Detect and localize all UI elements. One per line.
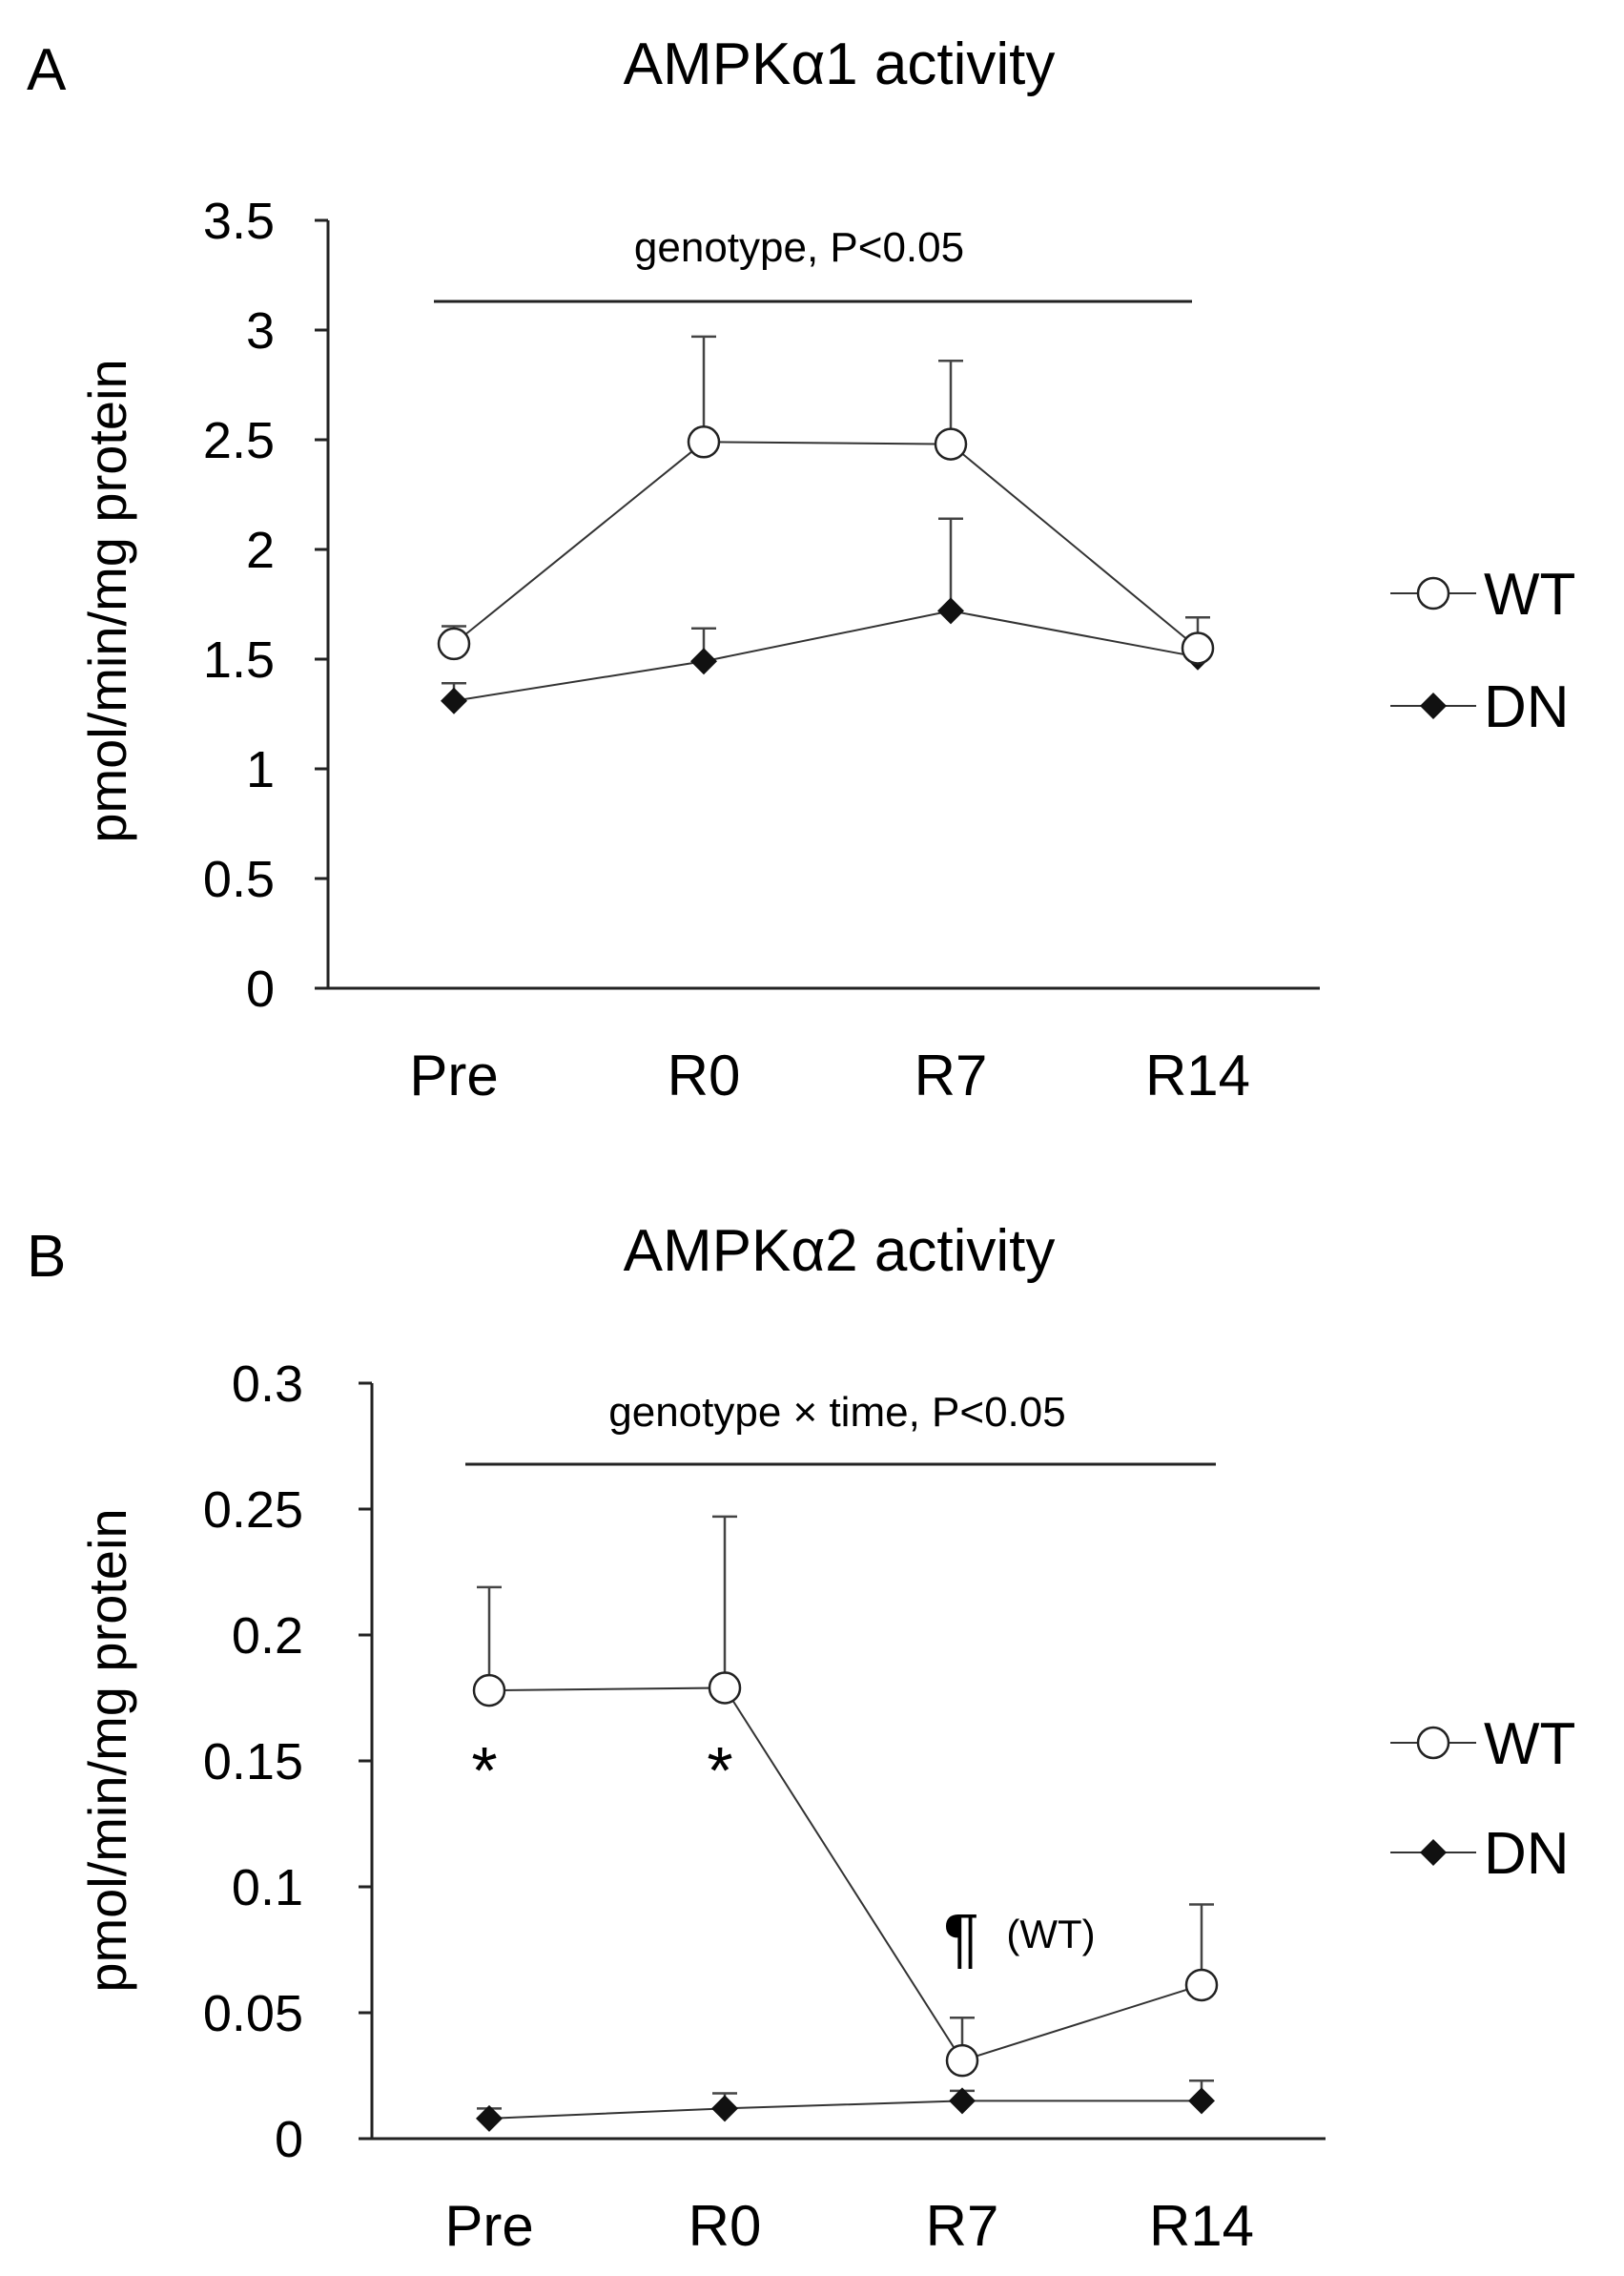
data-point-dn xyxy=(949,2087,976,2115)
note-wt-r7: (WT) xyxy=(1006,1912,1095,1956)
data-point-dn xyxy=(441,687,467,714)
y-tick-label: 1.5 xyxy=(203,631,275,689)
x-tick-label: R0 xyxy=(689,2194,762,2258)
data-point-wt xyxy=(945,2043,979,2078)
y-tick-label: 0.15 xyxy=(203,1733,303,1790)
legend-label-dn: DN xyxy=(1484,1821,1570,1887)
plot-area-a: 0 0.5 1 1.5 2 2.5 3 3.5 Pre R0 R7 R14 WT DN xyxy=(203,193,1575,1107)
significance-mark-r7: ¶ xyxy=(943,1900,979,1975)
legend-label-dn: DN xyxy=(1484,674,1570,740)
data-point-wt xyxy=(934,427,968,461)
data-point-wt xyxy=(687,425,721,459)
y-tick-label: 3 xyxy=(246,302,275,360)
series-line-wt xyxy=(488,1686,1203,2062)
data-point-dn xyxy=(937,597,964,625)
chart-title-a: AMPKα1 activity xyxy=(624,31,1056,97)
data-point-wt xyxy=(1184,1968,1219,2002)
y-tick-label: 0.05 xyxy=(203,1985,303,2042)
legend-marker-dn xyxy=(1420,693,1447,719)
y-tick-label: 2.5 xyxy=(203,412,275,469)
panel-letter-a: A xyxy=(27,37,67,103)
legend-marker-dn xyxy=(1420,1839,1447,1866)
legend-label-wt: WT xyxy=(1484,1711,1575,1777)
y-tick-label: 1 xyxy=(246,741,275,798)
data-point-wt xyxy=(708,1671,742,1705)
y-axis-label-b: pmol/min/mg protein xyxy=(77,1508,137,1992)
y-tick-label: 0 xyxy=(275,2111,303,2168)
y-tick-label: 0.25 xyxy=(203,1481,303,1539)
significance-label-a: genotype, P<0.05 xyxy=(634,224,964,271)
data-point-dn xyxy=(476,2104,503,2132)
data-point-wt xyxy=(437,627,471,661)
legend-marker-wt xyxy=(1416,1726,1450,1760)
significance-mark-pre: * xyxy=(471,1733,497,1808)
series-line-dn xyxy=(488,2100,1202,2120)
chart-title-b: AMPKα2 activity xyxy=(624,1218,1056,1284)
y-tick-label: 0.2 xyxy=(232,1607,303,1665)
series-line-wt xyxy=(453,441,1199,650)
x-tick-label: R14 xyxy=(1145,1044,1250,1107)
y-tick-label: 0.3 xyxy=(232,1355,303,1413)
data-point-wt xyxy=(1181,631,1215,665)
series-line-dn xyxy=(453,610,1199,702)
x-tick-label: R7 xyxy=(926,2194,999,2258)
x-tick-label: R0 xyxy=(668,1044,741,1107)
x-tick-label: R14 xyxy=(1149,2194,1254,2258)
data-point-dn xyxy=(690,648,717,675)
data-point-wt xyxy=(472,1673,506,1707)
y-tick-label: 0 xyxy=(246,961,275,1018)
data-point-dn xyxy=(1188,2087,1215,2115)
y-tick-label: 0.1 xyxy=(232,1859,303,1916)
significance-label-b: genotype × time, P<0.05 xyxy=(608,1389,1065,1436)
data-point-dn xyxy=(711,2095,738,2122)
y-axis-label-a: pmol/min/mg protein xyxy=(77,359,137,842)
plot-area-b: 0 0.05 0.1 0.15 0.2 0.25 0.3 Pre R0 R7 R14 WT DN xyxy=(203,1355,1576,2258)
y-tick-label: 3.5 xyxy=(203,193,275,250)
y-tick-label: 0.5 xyxy=(203,851,275,908)
x-tick-label: Pre xyxy=(444,2194,533,2258)
legend-marker-wt xyxy=(1416,576,1450,610)
significance-mark-r0: * xyxy=(707,1733,732,1808)
panel-letter-b: B xyxy=(27,1224,66,1290)
x-tick-label: R7 xyxy=(915,1044,988,1107)
legend-label-wt: WT xyxy=(1484,562,1575,628)
y-tick-label: 2 xyxy=(246,522,275,579)
x-tick-label: Pre xyxy=(409,1044,498,1107)
